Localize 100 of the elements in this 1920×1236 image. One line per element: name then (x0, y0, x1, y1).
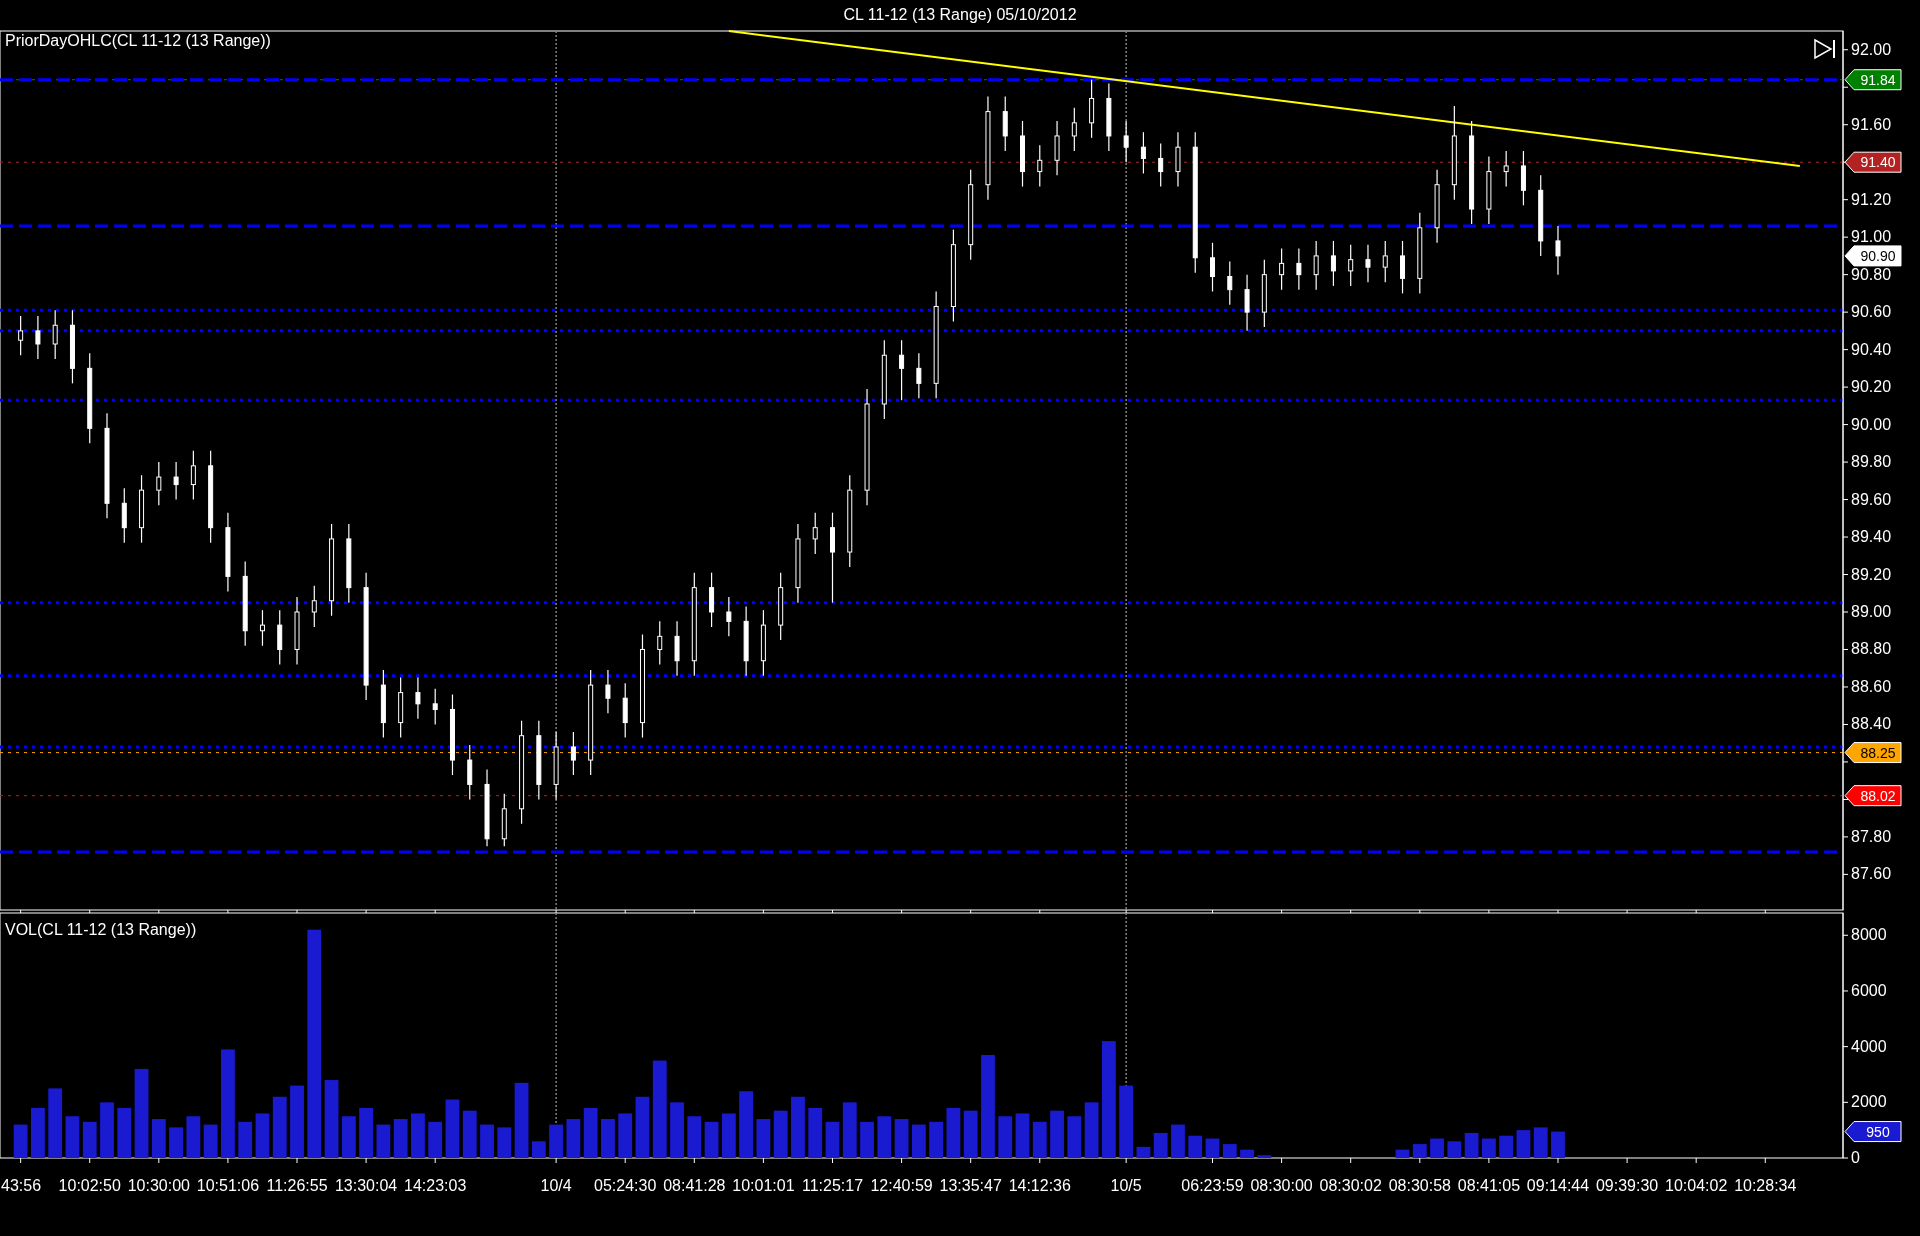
bar (946, 1107, 961, 1158)
bar (359, 1107, 374, 1158)
chart-subtitle: PriorDayOHLC(CL 11-12 (13 Range)) (5, 32, 271, 49)
bar (894, 1119, 909, 1158)
bar (1050, 1110, 1064, 1158)
bar (601, 1119, 615, 1158)
candlestick (190, 450, 196, 501)
bar (186, 1116, 201, 1158)
candlestick (1227, 260, 1233, 306)
bar (704, 1121, 719, 1158)
bar (169, 1127, 184, 1159)
x-tick-label: 10/4 (540, 1177, 572, 1194)
bar (1257, 1155, 1272, 1158)
y-tick-label: 8000 (1851, 926, 1887, 944)
bar (13, 1124, 28, 1158)
x-tick-label: 06:23:59 (1181, 1177, 1244, 1194)
candlestick (1071, 107, 1077, 152)
y-tick-label: 91.60 (1851, 115, 1892, 133)
bar (428, 1121, 443, 1158)
bar (618, 1113, 633, 1158)
y-tick-label: 89.80 (1851, 453, 1892, 471)
y-tick-label: 90.40 (1851, 340, 1892, 358)
bar (998, 1116, 1013, 1158)
x-tick-label: 10:28:34 (1734, 1177, 1797, 1194)
candlestick (1296, 247, 1302, 291)
candlestick (259, 609, 265, 647)
bar (1084, 1102, 1099, 1158)
x-tick-label: 08:41:05 (1457, 1177, 1521, 1194)
x-tick-label: 11:26:55 (266, 1177, 328, 1194)
candlestick (173, 461, 179, 501)
y-tick-label: 91.20 (1851, 190, 1892, 208)
y-tick-label: 87.60 (1851, 865, 1892, 883)
y-tick-label: 90.80 (1851, 265, 1892, 283)
candlestick (1313, 240, 1319, 291)
candlestick (432, 688, 438, 726)
candlestick (18, 315, 24, 356)
ref-line-label: 91.84 (1860, 71, 1896, 88)
x-tick-label: 13:35:47 (939, 1177, 1002, 1194)
bar (307, 929, 322, 1158)
bar (739, 1091, 754, 1158)
x-tick-label: 09:14:44 (1526, 1177, 1590, 1194)
bar (911, 1124, 926, 1158)
x-tick-label: 09:39:30 (1595, 1177, 1659, 1194)
bar (963, 1110, 978, 1158)
bar (411, 1113, 425, 1158)
bar (151, 1119, 166, 1158)
bar (670, 1102, 684, 1158)
candlestick (35, 315, 41, 360)
candlestick (1555, 225, 1561, 276)
bar (1101, 1041, 1116, 1158)
y-tick-label: 88.40 (1851, 715, 1892, 733)
candlestick (1244, 274, 1250, 332)
candlestick (1158, 142, 1164, 188)
candlestick (156, 461, 162, 506)
bar (1119, 1085, 1134, 1158)
candlestick (1140, 131, 1146, 175)
y-tick-label: 90.60 (1851, 303, 1892, 321)
bar (272, 1096, 287, 1158)
bar (1205, 1138, 1220, 1158)
bar (1499, 1135, 1514, 1158)
candlestick (1400, 240, 1406, 294)
y-tick-label: 88.80 (1851, 640, 1892, 658)
y-tick-label: 91.00 (1851, 228, 1892, 246)
bar (462, 1110, 477, 1158)
x-tick-label: 11:25:17 (801, 1177, 864, 1194)
bar (1430, 1138, 1444, 1158)
bar (341, 1116, 356, 1158)
x-tick-label: 10:51:06 (196, 1177, 260, 1194)
y-tick-label: 6000 (1851, 981, 1887, 999)
x-tick-label: 14:23:03 (404, 1177, 467, 1194)
bar (1015, 1113, 1030, 1158)
candlestick (1210, 242, 1216, 293)
candlestick (605, 669, 611, 714)
x-tick-label: 43:56 (1, 1177, 42, 1194)
bar (635, 1096, 650, 1158)
bar (791, 1096, 805, 1158)
bar (238, 1121, 253, 1158)
candlestick (899, 339, 905, 401)
bar (652, 1060, 667, 1158)
candlestick (311, 585, 317, 628)
y-tick-label: 89.20 (1851, 565, 1892, 583)
text: VOL(CL 11-12 (13 Range)) (5, 921, 197, 938)
ref-line-label: 88.02 (1860, 787, 1896, 804)
bar (721, 1113, 736, 1158)
y-tick-label: 92.00 (1851, 40, 1892, 58)
candlestick (1123, 120, 1129, 163)
y-tick-label: 87.80 (1851, 827, 1892, 845)
candlestick (1348, 244, 1354, 287)
candlestick (657, 620, 663, 666)
bar (1067, 1116, 1082, 1158)
bar (514, 1082, 529, 1158)
chart-title: CL 11-12 (13 Range) 05/10/2012 (843, 6, 1077, 23)
bar (981, 1054, 995, 1158)
bar (566, 1119, 581, 1158)
bar (445, 1099, 460, 1158)
candlestick (726, 596, 732, 637)
bar (756, 1119, 771, 1158)
y-tick-label: 2000 (1851, 1093, 1887, 1111)
bar (929, 1121, 944, 1158)
bar (497, 1127, 512, 1159)
